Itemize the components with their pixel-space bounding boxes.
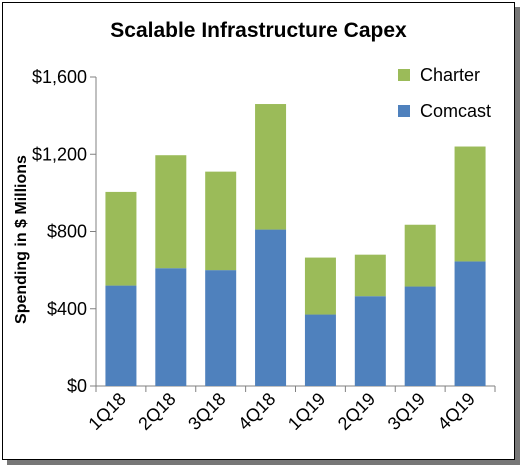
x-tick-label: 2Q18 (134, 389, 179, 434)
bar-comcast-2q19 (354, 296, 386, 386)
bar-comcast-1q18 (105, 285, 137, 386)
legend-label-charter: Charter (420, 65, 480, 85)
y-tick-label: $1,600 (32, 67, 87, 87)
x-tick-label: 4Q18 (234, 389, 279, 434)
y-tick-label: $1,200 (32, 144, 87, 164)
chart-title: Scalable Infrastructure Capex (110, 19, 407, 42)
x-tick-label: 3Q18 (184, 389, 229, 434)
bar-charter-1q18 (105, 191, 137, 286)
bar-comcast-1q19 (304, 314, 336, 386)
legend-swatch-comcast (398, 105, 410, 117)
x-tick-label: 1Q18 (84, 389, 129, 434)
legend-label-comcast: Comcast (420, 101, 491, 121)
bar-charter-4q19 (454, 146, 486, 262)
bar-charter-2q19 (354, 254, 386, 297)
bar-comcast-4q18 (255, 229, 287, 386)
bar-charter-3q19 (404, 224, 436, 287)
bar-comcast-3q19 (404, 286, 436, 386)
y-tick-label: $400 (47, 299, 87, 319)
bar-charter-1q19 (304, 257, 336, 315)
x-tick-label: 1Q19 (284, 389, 329, 434)
y-tick-label: $0 (67, 376, 87, 396)
bar-comcast-3q18 (205, 270, 237, 386)
bar-charter-4q18 (255, 104, 287, 230)
y-tick-label: $800 (47, 222, 87, 242)
x-tick-label: 4Q19 (434, 389, 479, 434)
bar-charter-2q18 (155, 155, 187, 269)
y-axis-label: Spending in $ Millions (13, 155, 30, 324)
x-tick-label: 2Q19 (334, 389, 379, 434)
bar-charter-3q18 (205, 171, 237, 271)
x-tick-label: 3Q19 (384, 389, 429, 434)
bar-comcast-4q19 (454, 261, 486, 386)
bar-comcast-2q18 (155, 268, 187, 386)
legend-swatch-charter (398, 69, 410, 81)
